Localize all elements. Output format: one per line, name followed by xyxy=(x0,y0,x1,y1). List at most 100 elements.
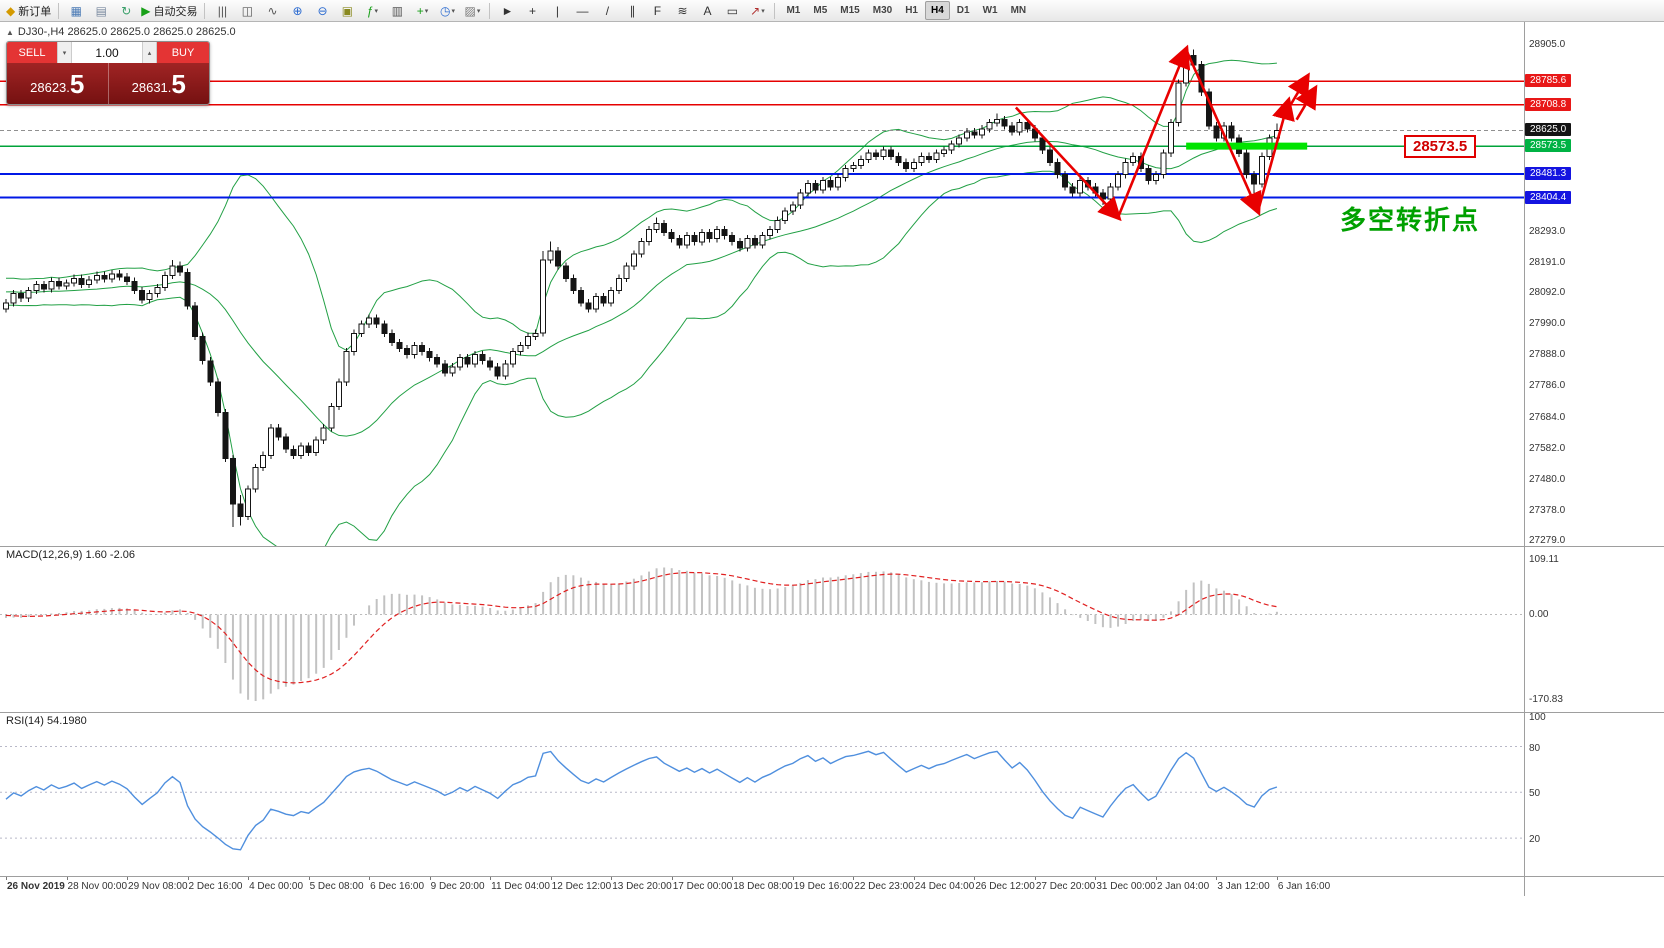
time-tick xyxy=(187,877,189,880)
candlestick-chart-button[interactable]: ◫ xyxy=(235,2,259,20)
trendline-button[interactable]: / xyxy=(595,2,619,20)
profile-button[interactable]: ▤ xyxy=(89,2,113,20)
time-label: 5 Dec 08:00 xyxy=(309,881,364,892)
time-tick xyxy=(671,877,673,880)
shapes-icon: ≋ xyxy=(677,3,688,18)
zoom-in-button[interactable]: ⊕ xyxy=(285,2,309,20)
toolbar: ◆ 新订单 ▦ ▤ ↻ ▶ 自动交易 ||| ◫ ∿ ⊕ ⊖ ▣ ƒ ▾ ▥ + ▾ ◷ ▾ ▨ ▾ ► + | — / ∥ F ≋ A ▭ ↗… xyxy=(0,0,1664,22)
time-label: 3 Jan 12:00 xyxy=(1217,881,1270,892)
time-tick xyxy=(1216,877,1218,880)
time-tick xyxy=(792,877,794,880)
rsi-panel[interactable] xyxy=(0,712,1524,876)
horizontal-line-button[interactable]: — xyxy=(570,2,594,20)
price-tick-label: 27480.0 xyxy=(1529,473,1566,485)
zoom-out-icon: ⊖ xyxy=(317,3,328,18)
timeframe-m15-button[interactable]: M15 xyxy=(840,5,860,16)
time-label: 18 Dec 08:00 xyxy=(733,881,793,892)
volume-decrease-button[interactable]: ▾ xyxy=(57,42,72,63)
buy-button[interactable]: BUY xyxy=(157,42,209,63)
volume-input[interactable] xyxy=(72,42,142,63)
charts-grid-button[interactable]: ▦ xyxy=(64,2,88,20)
buy-price-button[interactable]: 28631. 5 xyxy=(108,63,209,104)
fibonacci-button[interactable]: F xyxy=(645,2,669,20)
zoom-in-icon: ⊕ xyxy=(292,3,303,18)
price-tick-label: 27786.0 xyxy=(1529,380,1566,392)
indicator-windows-icon: ▥ xyxy=(391,3,404,18)
line-chart-button[interactable]: ∿ xyxy=(260,2,284,20)
rsi-label: RSI(14) 54.1980 xyxy=(6,715,87,727)
crosshair-icon: + xyxy=(528,3,536,18)
dropdown-caret-icon: ▾ xyxy=(451,7,455,15)
price-flag-label[interactable]: 28573.5 xyxy=(1404,135,1477,158)
timeframe-h4-button[interactable]: H4 xyxy=(924,1,950,20)
price-chart[interactable] xyxy=(0,22,1524,546)
timeframe-m30-button[interactable]: M30 xyxy=(872,5,893,16)
periods-button[interactable]: ◷ ▾ xyxy=(435,2,459,20)
profile-icon: ▤ xyxy=(95,3,107,18)
price-scale: 28905.0 28293.0 28191.0 28092.0 27990.0 27888… xyxy=(1524,22,1664,876)
new-order-label: 新订单 xyxy=(18,5,52,18)
time-label: 2 Dec 16:00 xyxy=(188,881,243,892)
timeframe-h1-button[interactable]: H1 xyxy=(905,5,918,16)
channel-button[interactable]: ∥ xyxy=(620,2,644,20)
templates-button[interactable]: ▨ ▾ xyxy=(460,2,484,20)
price-tick-label: 27684.0 xyxy=(1529,411,1566,423)
turning-point-annotation[interactable]: 多空转折点 xyxy=(1340,205,1481,235)
indicators-button[interactable]: ƒ ▾ xyxy=(360,2,384,20)
timeframe-m1-button[interactable]: M1 xyxy=(786,5,801,16)
price-level-label: 28785.6 xyxy=(1525,74,1572,88)
templates-icon: ▨ xyxy=(464,3,476,18)
tile-windows-icon: ▣ xyxy=(341,3,354,18)
timeframe-d1-button[interactable]: D1 xyxy=(956,5,970,16)
bar-chart-button[interactable]: ||| xyxy=(210,2,234,20)
time-tick xyxy=(248,877,250,880)
collapse-icon[interactable]: ▲ xyxy=(6,28,14,37)
macd-separator[interactable] xyxy=(0,546,1664,547)
label-button[interactable]: ▭ xyxy=(720,2,744,20)
new-order-button[interactable]: ◆ 新订单 xyxy=(4,2,53,20)
timeframe-mn-button[interactable]: MN xyxy=(1010,5,1027,16)
time-label: 19 Dec 16:00 xyxy=(793,881,854,892)
time-tick xyxy=(1095,877,1097,880)
zoom-out-button[interactable]: ⊖ xyxy=(310,2,334,20)
auto-trading-button[interactable]: ▶ 自动交易 xyxy=(139,2,199,20)
time-axis: 26 Nov 2019 28 Nov 00:00 29 Nov 08:00 2 Dec… xyxy=(0,876,1664,897)
time-label: 2 Jan 04:00 xyxy=(1156,881,1210,892)
add-object-button[interactable]: + ▾ xyxy=(410,2,434,20)
vertical-line-button[interactable]: | xyxy=(545,2,569,20)
auto-trading-icon: ▶ xyxy=(141,3,151,18)
macd-scale-label: 109.11 xyxy=(1529,553,1559,565)
sell-price-button[interactable]: 28623. 5 xyxy=(7,63,109,104)
time-label: 29 Nov 08:00 xyxy=(128,881,188,892)
indicator-windows-button[interactable]: ▥ xyxy=(385,2,409,20)
volume-increase-button[interactable]: ▴ xyxy=(142,42,157,63)
time-label: 6 Jan 16:00 xyxy=(1277,881,1331,892)
crosshair-button[interactable]: + xyxy=(520,2,544,20)
price-tick-label: 27582.0 xyxy=(1529,442,1566,454)
scale-divider xyxy=(1524,22,1525,896)
cursor-button[interactable]: ► xyxy=(495,2,519,20)
time-tick xyxy=(974,877,976,880)
text-icon: A xyxy=(703,3,712,18)
sell-button[interactable]: SELL xyxy=(7,42,57,63)
rsi-separator[interactable] xyxy=(0,712,1664,713)
toolbar-separator xyxy=(58,2,60,19)
arrows-icon: ↗ xyxy=(750,3,761,18)
macd-signal-line xyxy=(5,571,1278,684)
horizontal-line-icon: — xyxy=(576,3,589,18)
macd-panel[interactable] xyxy=(0,546,1524,712)
shapes-button[interactable]: ≋ xyxy=(670,2,694,20)
fibonacci-icon: F xyxy=(653,3,662,18)
text-button[interactable]: A xyxy=(695,2,719,20)
time-tick xyxy=(127,877,129,880)
cursor-icon: ► xyxy=(501,3,514,18)
channel-icon: ∥ xyxy=(629,3,636,18)
tile-windows-button[interactable]: ▣ xyxy=(335,2,359,20)
timeframe-w1-button[interactable]: W1 xyxy=(982,5,998,16)
candles-layer xyxy=(3,47,1280,528)
time-tick xyxy=(550,877,552,880)
timeframe-m5-button[interactable]: M5 xyxy=(813,5,828,16)
refresh-button[interactable]: ↻ xyxy=(114,2,138,20)
arrows-button[interactable]: ↗ ▾ xyxy=(745,2,769,20)
